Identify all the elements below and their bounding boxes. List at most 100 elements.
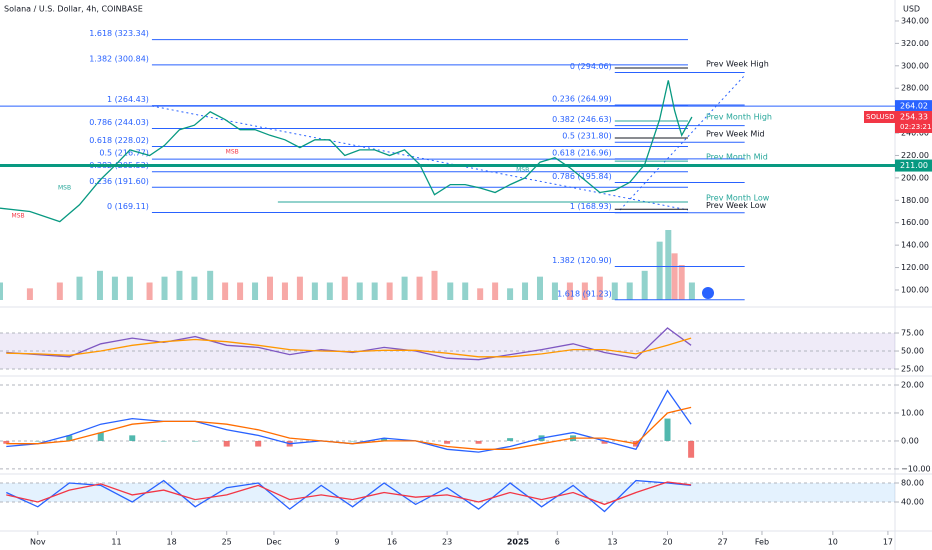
volume-bar xyxy=(431,270,438,300)
price-tag-label: 254.33 xyxy=(900,112,928,121)
histogram-bar xyxy=(66,435,73,441)
volume-bar xyxy=(536,276,543,300)
y-tick-label: 180.00 xyxy=(901,196,929,205)
volume-bar xyxy=(522,282,529,300)
volume-bar xyxy=(111,276,118,300)
histogram-bar xyxy=(475,440,482,444)
y-tick-label: 100.00 xyxy=(901,285,929,294)
price-tag xyxy=(895,110,932,133)
fib-label: 0.786 (195.84) xyxy=(552,172,612,181)
histogram-bar xyxy=(192,440,199,442)
volume-bar xyxy=(252,282,259,300)
volume-bar xyxy=(371,282,378,300)
volume-bar xyxy=(266,276,273,300)
fib-label: 0.382 (246.63) xyxy=(552,115,612,124)
volume-bar xyxy=(665,230,672,300)
volume-bar xyxy=(386,282,393,300)
x-tick-label: 18 xyxy=(167,538,177,547)
volume-bar xyxy=(341,276,348,300)
x-tick-label: 23 xyxy=(442,538,452,547)
histogram-bar xyxy=(381,438,388,441)
volume-bar xyxy=(596,276,603,300)
volume-bar xyxy=(678,265,685,300)
fib-label: 0.618 (216.96) xyxy=(552,148,612,157)
histogram-bar xyxy=(34,440,41,442)
volume-bar xyxy=(688,282,695,300)
volume-bar xyxy=(191,276,198,300)
indicator-line xyxy=(6,479,692,513)
fib-label: 1.618 (323.34) xyxy=(89,29,149,38)
volume-bar xyxy=(551,282,558,300)
y-tick-label: 300.00 xyxy=(901,61,929,70)
volume-bar xyxy=(311,282,318,300)
volume-bar xyxy=(56,282,63,300)
annotation: MSB xyxy=(12,212,25,219)
fib-label: 1 (168.93) xyxy=(570,202,612,211)
volume-bar xyxy=(626,282,633,300)
volume-bar xyxy=(237,282,244,300)
y-tick-label: 320.00 xyxy=(901,39,929,48)
y-tick-label: 50.00 xyxy=(901,347,924,356)
x-tick-label: 2025 xyxy=(507,538,530,547)
x-tick-label: 6 xyxy=(555,538,560,547)
key-level-label: Prev Week Low xyxy=(706,201,767,210)
y-tick-label: 340.00 xyxy=(901,16,929,25)
symbol-label: SOLUSD xyxy=(866,113,894,121)
annotation: MSB xyxy=(58,184,71,191)
y-tick-label: 0.00 xyxy=(901,436,919,445)
price-tag xyxy=(895,100,932,113)
trend-line xyxy=(151,105,689,211)
fib-label: 1.618 (91.23) xyxy=(557,289,612,298)
price-line-series xyxy=(0,80,693,223)
x-tick-label: 16 xyxy=(387,538,397,547)
flag-icon[interactable] xyxy=(702,287,714,299)
volume-bar xyxy=(126,276,133,300)
histogram-bar xyxy=(664,418,671,441)
volume-bar xyxy=(222,282,229,300)
key-level-label: Prev Week High xyxy=(706,60,769,69)
y-tick-label: 220.00 xyxy=(901,151,929,160)
y-tick-label: 160.00 xyxy=(901,218,929,227)
y-tick-label: 240.00 xyxy=(901,129,929,138)
indicator-line xyxy=(6,481,692,506)
histogram-bar xyxy=(507,438,514,441)
key-level-label: Prev Month Low xyxy=(706,193,770,202)
annotation: MSB xyxy=(226,149,239,156)
band xyxy=(0,482,895,503)
histogram-bar xyxy=(255,440,262,447)
fib-label: 0.618 (228.02) xyxy=(89,136,149,145)
volume-bar xyxy=(76,276,83,300)
y-tick-label: 140.00 xyxy=(901,241,929,250)
price-tag-label: 211.00 xyxy=(900,161,928,170)
histogram-bar xyxy=(97,432,104,441)
histogram-bar xyxy=(160,440,167,442)
volume-bar xyxy=(462,282,469,300)
price-tag xyxy=(895,159,932,172)
fib-label: 0.786 (244.03) xyxy=(89,118,149,127)
x-tick-label: Dec xyxy=(266,538,281,547)
x-tick-label: Nov xyxy=(30,538,46,547)
volume-bar xyxy=(281,282,288,300)
x-tick-label: 11 xyxy=(111,538,121,547)
x-tick-label: Feb xyxy=(755,538,769,547)
x-tick-label: 13 xyxy=(607,538,617,547)
volume-bar xyxy=(656,241,663,300)
volume-bar xyxy=(356,282,363,300)
y-tick-label: 200.00 xyxy=(901,173,929,182)
volume-bar xyxy=(477,288,484,300)
volume-bar xyxy=(296,276,303,300)
indicator-line xyxy=(6,406,692,450)
x-tick-label: 20 xyxy=(662,538,672,547)
fib-label: 0.5 (216.77) xyxy=(99,149,149,158)
currency: USD xyxy=(903,5,920,14)
fib-label: 0.5 (231.80) xyxy=(562,132,612,141)
volume-bar xyxy=(146,282,153,300)
x-tick-label: 10 xyxy=(828,538,838,547)
volume-bar xyxy=(207,270,214,300)
key-level-label: Prev Month High xyxy=(706,112,772,121)
volume-bar xyxy=(96,270,103,300)
y-tick-label: 280.00 xyxy=(901,84,929,93)
indicator-line xyxy=(6,337,692,358)
volume-bar xyxy=(416,276,423,300)
x-tick-label: 17 xyxy=(883,538,893,547)
